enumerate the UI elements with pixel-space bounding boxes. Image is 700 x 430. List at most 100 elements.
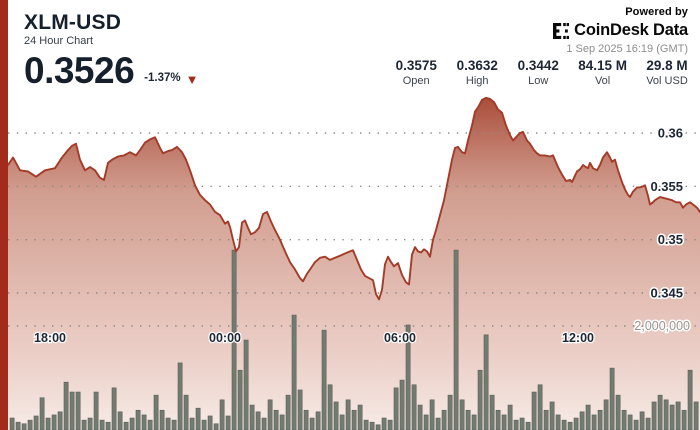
volume-bar bbox=[51, 414, 57, 430]
volume-bar bbox=[339, 414, 345, 430]
volume-bar bbox=[411, 384, 417, 430]
volume-bar bbox=[357, 404, 363, 430]
stat-vol-label: Vol bbox=[594, 75, 611, 87]
left-accent-bar bbox=[0, 0, 8, 430]
volume-bar bbox=[441, 409, 447, 430]
volume-bar bbox=[57, 411, 63, 430]
stat-vol: 84.15 M Vol bbox=[578, 58, 627, 87]
volume-bar bbox=[615, 394, 621, 430]
volume-bar bbox=[207, 415, 213, 430]
volume-bar bbox=[621, 409, 627, 430]
volume-bar bbox=[525, 421, 531, 430]
volume-bar bbox=[687, 369, 693, 430]
volume-bar bbox=[453, 249, 459, 430]
volume-bar bbox=[255, 411, 261, 430]
volume-bar bbox=[549, 401, 555, 430]
stat-low-label: Low bbox=[528, 75, 549, 87]
volume-bar bbox=[81, 419, 87, 430]
volume-bar bbox=[537, 384, 543, 430]
volume-bar bbox=[129, 417, 135, 430]
volume-bar bbox=[105, 421, 111, 430]
volume-bar bbox=[321, 329, 327, 430]
time-axis-label: 18:00 bbox=[34, 331, 66, 345]
stat-vol-usd-value: 29.8 M bbox=[646, 58, 688, 73]
volume-bar bbox=[243, 339, 249, 430]
price-axis-label: 0.35 bbox=[658, 232, 683, 247]
coindesk-data-wordmark: CoinDesk Data bbox=[574, 21, 688, 39]
volume-bar bbox=[591, 414, 597, 430]
volume-bar bbox=[639, 411, 645, 430]
volume-bar bbox=[561, 419, 567, 430]
stat-high: 0.3632 High bbox=[456, 58, 498, 87]
volume-bar bbox=[579, 411, 585, 430]
volume-bar bbox=[399, 379, 405, 430]
volume-bar bbox=[9, 417, 15, 430]
symbol-title: XLM-USD bbox=[24, 11, 122, 34]
volume-bar bbox=[87, 417, 93, 430]
price-axis-label: 0.345 bbox=[650, 286, 683, 301]
timestamp: 1 Sep 2025 16:19 (GMT) bbox=[566, 43, 688, 55]
volume-bar bbox=[291, 314, 297, 430]
volume-bar bbox=[261, 417, 267, 430]
volume-bar bbox=[663, 399, 669, 430]
price-area-fill bbox=[8, 97, 700, 430]
stat-vol-value: 84.15 M bbox=[578, 58, 627, 73]
price-volume-chart: 0.36 0.355 0.35 0.345 2,000,000 18:00 00:00 06:… bbox=[8, 96, 700, 430]
volume-bar bbox=[507, 404, 513, 430]
price-change-percent: -1.37% bbox=[144, 72, 181, 85]
volume-bar bbox=[543, 409, 549, 430]
volume-axis-label: 2,000,000 bbox=[634, 319, 690, 333]
volume-bar bbox=[147, 419, 153, 430]
volume-bar bbox=[585, 404, 591, 430]
current-price: 0.3526 bbox=[24, 50, 135, 92]
volume-bar bbox=[135, 409, 141, 430]
stat-high-value: 0.3632 bbox=[456, 58, 498, 73]
volume-bar bbox=[69, 391, 75, 430]
volume-bar bbox=[519, 417, 525, 430]
coindesk-logo-icon bbox=[553, 22, 570, 39]
volume-bar bbox=[393, 387, 399, 430]
volume-bar bbox=[435, 417, 441, 430]
volume-bar bbox=[225, 415, 231, 430]
volume-bar bbox=[465, 409, 471, 430]
volume-bar bbox=[369, 421, 375, 430]
volume-bar bbox=[123, 421, 129, 430]
volume-bar bbox=[231, 249, 237, 430]
price-down-triangle-icon: ▼ bbox=[185, 72, 199, 88]
volume-bar bbox=[177, 362, 183, 430]
branding-block: Powered by CoinDesk Data 1 Sep 2025 16:1… bbox=[553, 6, 688, 55]
volume-bar bbox=[279, 414, 285, 430]
powered-by-label: Powered by bbox=[625, 6, 688, 18]
volume-bar bbox=[471, 414, 477, 430]
volume-bar bbox=[681, 409, 687, 430]
stat-high-label: High bbox=[465, 75, 489, 87]
price-axis-label: 0.355 bbox=[650, 179, 683, 194]
volume-bar bbox=[45, 417, 51, 430]
volume-bar bbox=[627, 414, 633, 430]
volume-bar bbox=[489, 394, 495, 430]
volume-bar bbox=[111, 387, 117, 430]
volume-bar bbox=[93, 391, 99, 430]
volume-bar bbox=[567, 421, 573, 430]
volume-bar bbox=[501, 414, 507, 430]
coindesk-data-logo[interactable]: CoinDesk Data bbox=[553, 21, 688, 40]
price-axis-label: 0.36 bbox=[658, 126, 683, 141]
volume-bar bbox=[459, 399, 465, 430]
volume-bar bbox=[297, 389, 303, 430]
chart-subtitle: 24 Hour Chart bbox=[24, 35, 94, 48]
volume-bar bbox=[429, 399, 435, 430]
price-row: 0.3526 -1.37% ▼ bbox=[24, 50, 199, 92]
stat-vol-usd: 29.8 M Vol USD bbox=[646, 58, 688, 87]
volume-bar bbox=[99, 419, 105, 430]
volume-bar bbox=[303, 409, 309, 430]
volume-bar bbox=[375, 424, 381, 430]
volume-bar bbox=[33, 415, 39, 430]
ohlc-stats-row: 0.3575 Open 0.3632 High 0.3442 Low 84.15… bbox=[395, 58, 688, 87]
volume-bar bbox=[657, 394, 663, 430]
volume-bar bbox=[483, 334, 489, 430]
volume-bar bbox=[267, 399, 273, 430]
volume-bar bbox=[327, 384, 333, 430]
time-axis-label: 12:00 bbox=[562, 331, 594, 345]
volume-bar bbox=[345, 399, 351, 430]
